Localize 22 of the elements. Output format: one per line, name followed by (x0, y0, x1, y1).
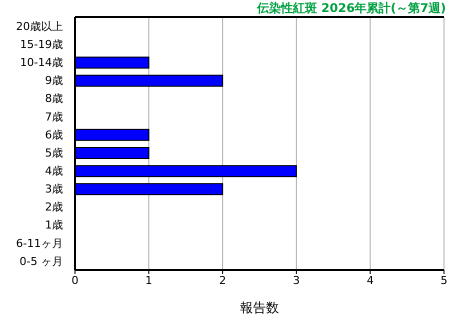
x-tick-label: 0 (72, 274, 78, 287)
y-tick-label: 2歳 (45, 200, 63, 214)
y-tick-label: 10-14歳 (20, 56, 63, 70)
x-axis-title: 報告数 (240, 301, 279, 316)
x-tick-label: 2 (219, 274, 226, 287)
y-tick-label: 1歳 (45, 218, 63, 232)
y-tick-label: 6歳 (45, 128, 63, 142)
y-tick-label: 15-19歳 (20, 38, 63, 52)
x-tick-label: 5 (440, 274, 448, 287)
y-tick-label: 7歳 (45, 110, 63, 124)
y-tick-label: 4歳 (45, 164, 63, 178)
y-tick-label: 3歳 (45, 182, 63, 196)
y-tick-label: 6-11ヶ月 (16, 236, 63, 250)
x-tick-label: 3 (292, 274, 300, 287)
x-tick-label: 1 (145, 274, 152, 287)
chart-title: 伝染性紅斑 2026年累計(～第7週) (257, 1, 446, 15)
y-tick-label: 0-5 ヶ月 (20, 254, 63, 268)
y-tick-label: 5歳 (45, 146, 63, 160)
y-tick-label: 20歳以上 (16, 20, 63, 33)
x-tick-label: 4 (366, 274, 374, 287)
y-tick-label: 8歳 (45, 92, 63, 106)
y-tick-label: 9歳 (45, 74, 63, 88)
